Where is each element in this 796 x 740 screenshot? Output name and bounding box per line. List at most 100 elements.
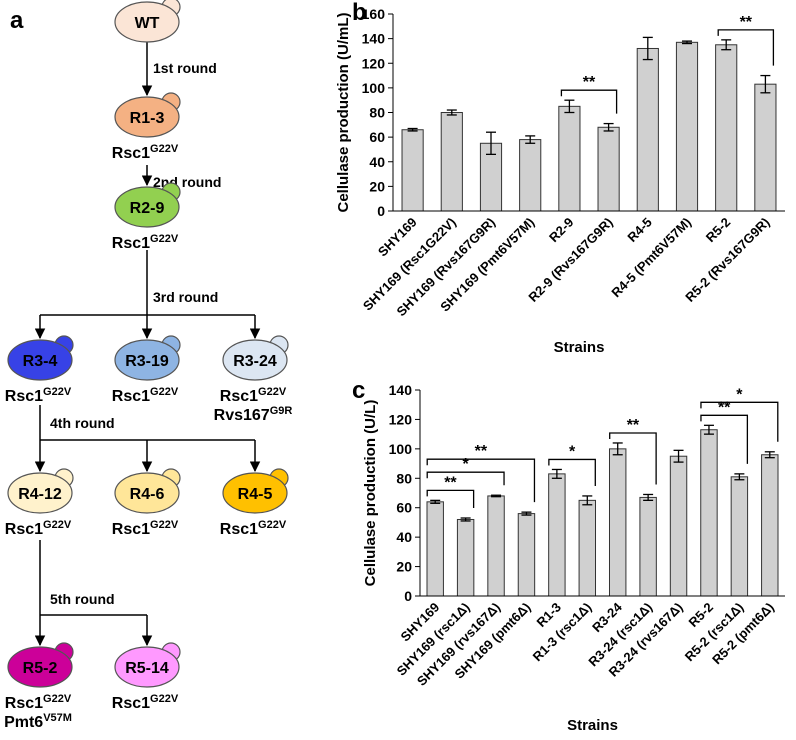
y-tick-label: 120: [389, 411, 413, 427]
error-bar: [446, 109, 457, 116]
mutation: G22V: [150, 143, 179, 155]
bar: [636, 47, 659, 212]
bar: [597, 126, 620, 212]
gene: Rsc1: [112, 145, 150, 162]
error-bar: [407, 127, 418, 132]
lineage-arrows: [34, 42, 261, 647]
round-label: 5th round: [50, 591, 115, 607]
node-label: R5-14: [125, 660, 169, 677]
node-shape: [114, 646, 180, 688]
strain-node: R3-24: [222, 335, 289, 381]
mutation: G22V: [150, 386, 179, 398]
y-axis-title: Cellulase production (U/mL): [335, 12, 352, 212]
error-bar: [491, 494, 502, 498]
bar: [440, 112, 463, 212]
node-shape: [222, 339, 288, 381]
y-tick-label: 140: [362, 31, 386, 47]
error-bar: [564, 99, 575, 114]
significance-bracket: [717, 29, 775, 66]
gene: Rsc1: [112, 235, 150, 252]
strain-node: WT: [114, 0, 181, 43]
error-bar: [430, 499, 441, 504]
strain-node: R2-9: [114, 182, 181, 228]
gene: Rsc1: [112, 388, 150, 405]
mutation: G22V: [150, 519, 179, 531]
genotype: Rsc1G22V: [5, 693, 72, 712]
y-tick-label: 0: [377, 203, 385, 219]
significance-label: *: [736, 386, 743, 403]
gene: Rsc1: [112, 521, 150, 538]
bar: [761, 454, 779, 597]
strain-node: R1-3: [114, 92, 181, 138]
genotype: Rsc1G22V: [112, 693, 179, 712]
error-bar: [682, 40, 692, 45]
bar: [730, 476, 749, 597]
gene: Rsc1: [5, 695, 43, 712]
node-label: R4-6: [130, 486, 165, 503]
gene: Rvs167: [214, 407, 270, 424]
significance-bracket: [426, 471, 505, 486]
genotype: Rsc1G22V: [112, 143, 179, 162]
node-label: R3-19: [125, 353, 169, 370]
significance-label: **: [583, 74, 596, 91]
strain-node: R5-2: [7, 642, 74, 688]
bar: [578, 499, 597, 597]
error-bar: [486, 131, 496, 156]
genotype: Rsc1G22V: [112, 519, 179, 538]
y-tick-label: 40: [369, 154, 385, 170]
round-label: 4th round: [50, 415, 115, 431]
bar: [401, 129, 424, 212]
panel-label: a: [10, 7, 24, 34]
node-shape: [7, 339, 73, 381]
y-tick-label: 100: [389, 441, 413, 457]
node-shape: [114, 472, 180, 514]
node-shape: [7, 646, 73, 688]
significance-label: **: [444, 474, 457, 491]
mutation: G22V: [43, 386, 72, 398]
bar: [517, 513, 536, 597]
x-axis-title: Strains: [554, 339, 605, 356]
error-bar: [703, 424, 714, 435]
round-label: 3rd round: [153, 289, 218, 305]
error-bar: [673, 449, 684, 463]
x-tick-label: R4-5: [624, 215, 655, 246]
genotype: Rsc1G22V: [220, 386, 287, 405]
error-bar: [612, 442, 623, 456]
genotype: Rvs167G9R: [214, 405, 293, 424]
round-label: 1st round: [153, 60, 217, 76]
node-label: R1-3: [130, 110, 165, 127]
strain-node: R3-19: [114, 335, 181, 381]
y-tick-label: 60: [396, 500, 412, 516]
bar: [487, 495, 505, 597]
node-shape: [114, 186, 180, 228]
panel-label: c: [352, 377, 365, 404]
significance-bracket: [700, 401, 779, 442]
significance-label: **: [475, 443, 488, 460]
significance-bracket: [609, 432, 657, 485]
genotype: Rsc1G22V: [5, 386, 72, 405]
node-label: WT: [135, 15, 160, 32]
x-tick-label: R5-2: [703, 215, 734, 246]
error-bar: [734, 473, 745, 481]
bar: [669, 455, 688, 597]
y-tick-label: 60: [369, 129, 385, 145]
x-axis-title: Strains: [567, 717, 618, 734]
error-bar: [721, 39, 732, 51]
y-tick-label: 20: [396, 559, 412, 575]
significance-bracket: [560, 89, 618, 114]
significance-bracket: [548, 458, 596, 486]
strain-node: R5-14: [114, 642, 181, 688]
gene: Rsc1: [5, 521, 43, 538]
error-bar: [551, 468, 562, 479]
error-bar: [760, 74, 771, 94]
y-tick-label: 100: [362, 80, 386, 96]
mutation: G22V: [43, 519, 72, 531]
error-bar: [642, 36, 653, 61]
bar: [608, 448, 627, 597]
strain-node: R4-12: [7, 468, 74, 514]
genotype: Rsc1G22V: [112, 233, 179, 252]
error-bar: [582, 495, 593, 506]
genotype: Rsc1G22V: [220, 519, 287, 538]
